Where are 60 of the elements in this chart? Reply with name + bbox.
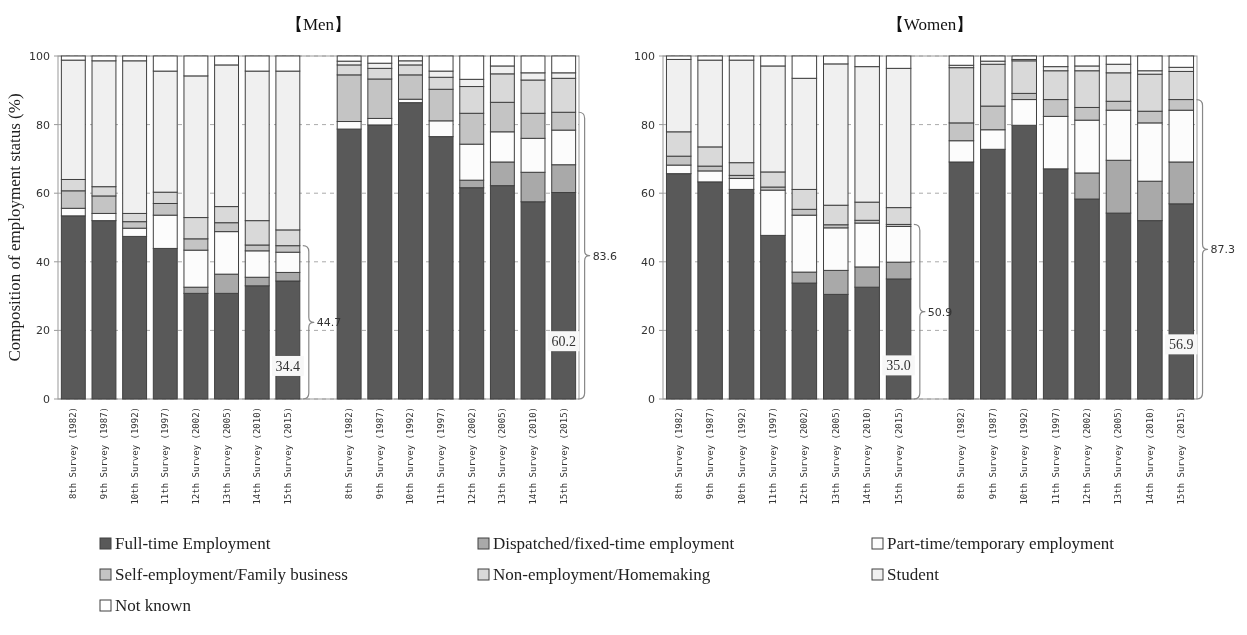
legend-label: Not known — [115, 596, 192, 615]
legend-label: Dispatched/fixed-time employment — [493, 534, 735, 553]
x-tick-label: 14th Survey (2010) — [528, 407, 539, 505]
y-tick-label: 80 — [36, 118, 50, 132]
x-tick-label: 15th Survey (2015) — [282, 407, 293, 505]
x-tick-label: 11th Survey (1997) — [436, 407, 447, 505]
x-tick-label: 15th Survey (2015) — [558, 407, 569, 505]
x-tick-label: 12th Survey (2002) — [1082, 407, 1093, 505]
y-tick-label: 0 — [43, 393, 50, 406]
x-tick-label: 14th Survey (2010) — [862, 407, 873, 505]
legend-label: Full-time Employment — [115, 534, 271, 553]
y-tick-label: 20 — [641, 324, 655, 338]
x-tick-label: 13th Survey (2005) — [1113, 407, 1124, 505]
x-tick-label: 10th Survey (1992) — [1019, 407, 1030, 505]
x-tick-label: 10th Survey (1992) — [736, 407, 747, 505]
legend-label: Self-employment/Family business — [115, 565, 348, 584]
chart-title: 【Women】 — [886, 15, 974, 34]
x-tick-label: 15th Survey (2015) — [1176, 407, 1187, 505]
x-tick-label: 14th Survey (2010) — [252, 407, 263, 505]
x-tick-label: 12th Survey (2002) — [799, 407, 810, 505]
x-tick-label: 13th Survey (2005) — [830, 407, 841, 505]
x-tick-label: 14th Survey (2010) — [1144, 407, 1155, 505]
x-tick-label: 11th Survey (1997) — [767, 407, 778, 505]
y-tick-label: 60 — [641, 187, 655, 201]
x-tick-label: 11th Survey (1997) — [1050, 407, 1061, 505]
x-tick-label: 8th Survey (1982) — [956, 407, 967, 500]
data-label: 34.4 — [275, 358, 301, 374]
x-tick-label: 8th Survey (1982) — [68, 407, 79, 500]
y-axis-title: Composition of employment status (%) — [5, 93, 24, 362]
x-tick-label: 10th Survey (1992) — [129, 407, 140, 505]
legend-label: Student — [887, 565, 940, 584]
x-tick-label: 15th Survey (2015) — [893, 407, 904, 505]
text: 83.6 — [592, 249, 618, 263]
text: 87.3 — [1210, 243, 1236, 257]
x-tick-label: 12th Survey (2002) — [466, 407, 477, 505]
x-tick-label: 12th Survey (2002) — [190, 407, 201, 505]
y-tick-label: 40 — [641, 255, 655, 269]
x-tick-label: 11th Survey (1997) — [160, 407, 171, 505]
x-tick-label: 10th Survey (1992) — [405, 407, 416, 505]
y-tick-label: 20 — [36, 324, 50, 338]
y-tick-label: 100 — [29, 50, 50, 63]
legend-label: Non-employment/Homemaking — [493, 565, 711, 584]
data-label: 56.9 — [1169, 337, 1194, 353]
x-tick-label: 8th Survey (1982) — [673, 407, 684, 500]
chart-title: 【Men】 — [285, 15, 352, 34]
y-tick-label: 80 — [641, 118, 655, 132]
y-tick-label: 100 — [634, 50, 655, 63]
y-tick-label: 60 — [36, 187, 50, 201]
x-tick-label: 9th Survey (1987) — [705, 407, 716, 500]
legend-label: Part-time/temporary employment — [887, 534, 1115, 553]
x-tick-label: 13th Survey (2005) — [497, 407, 508, 505]
x-tick-label: 8th Survey (1982) — [344, 407, 355, 500]
x-tick-label: 9th Survey (1987) — [98, 407, 109, 500]
x-tick-label: 9th Survey (1987) — [987, 407, 998, 500]
data-label: 60.2 — [551, 334, 576, 350]
data-label: 35.0 — [886, 358, 911, 374]
y-tick-label: 40 — [36, 255, 50, 269]
x-tick-label: 9th Survey (1987) — [374, 407, 385, 500]
x-tick-label: 13th Survey (2005) — [221, 407, 232, 505]
y-tick-label: 0 — [648, 393, 655, 406]
